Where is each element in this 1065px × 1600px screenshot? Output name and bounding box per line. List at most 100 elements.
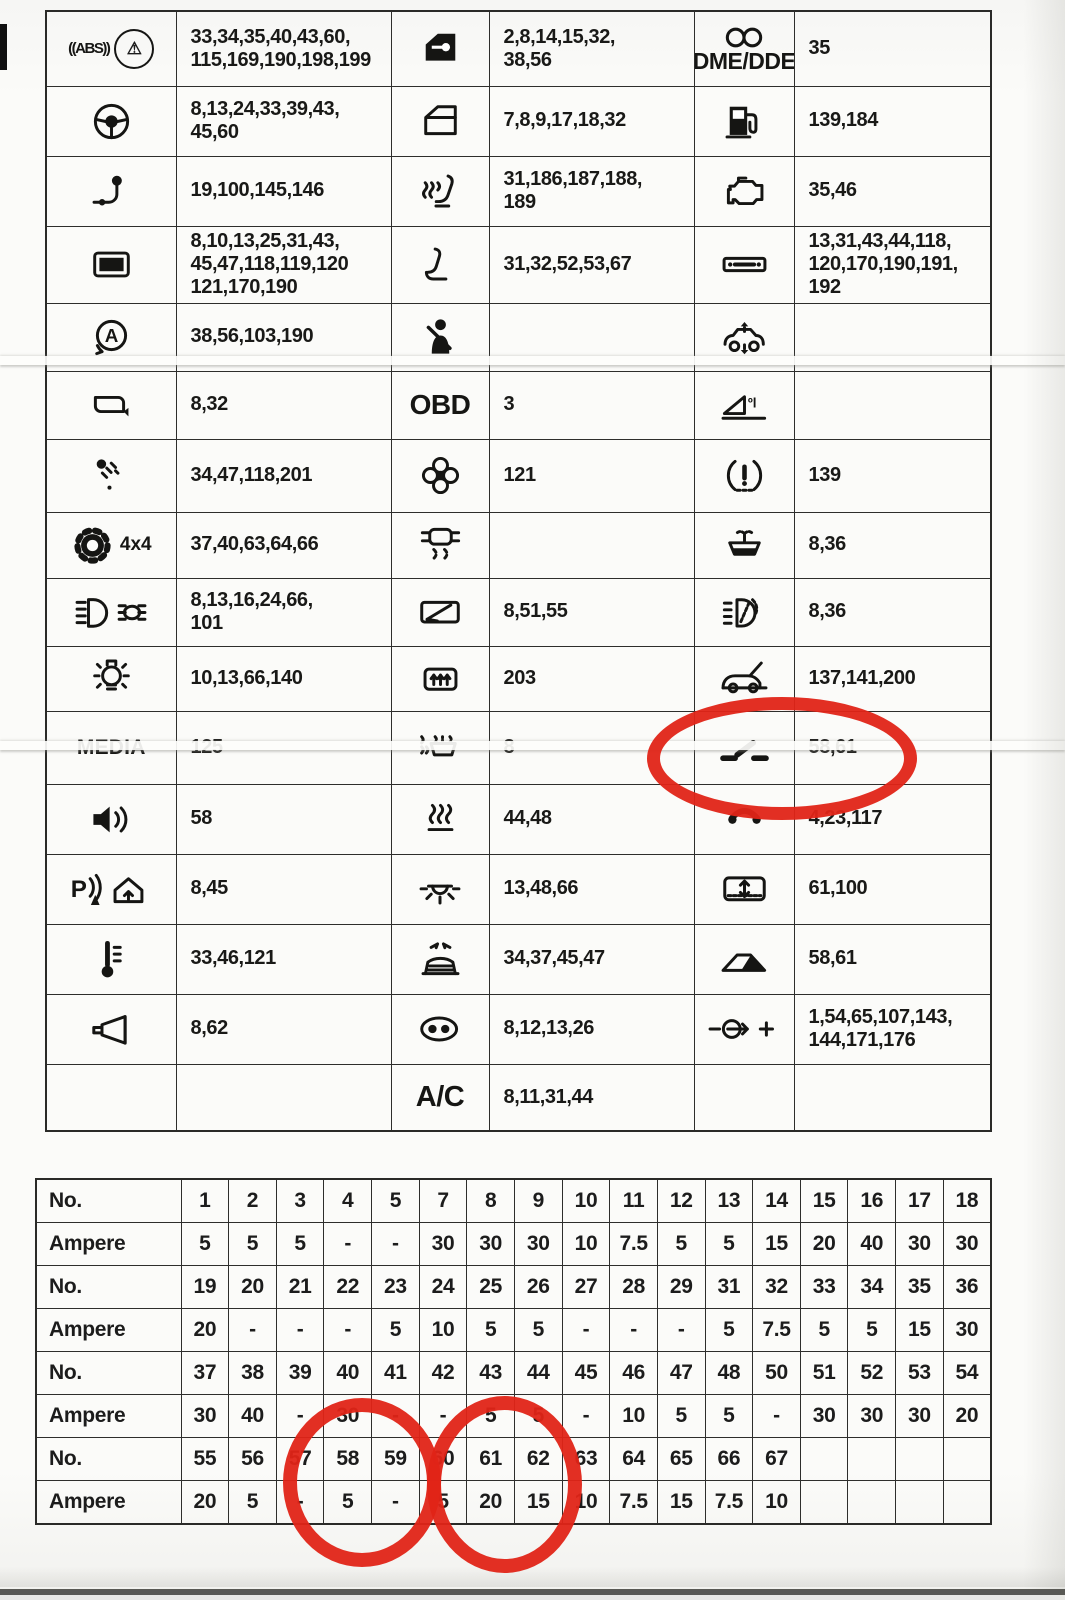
gear-4x4-icon bbox=[71, 524, 114, 567]
fuse-row-label: No. bbox=[35, 1178, 182, 1223]
fog-lamp-icon bbox=[415, 1010, 466, 1048]
convertible-top-icon bbox=[416, 938, 465, 981]
windshield-washer-icon-wrap bbox=[696, 522, 793, 569]
seatbelt-icon-wrap bbox=[393, 314, 488, 361]
fuse-ampere-cell: 30 bbox=[323, 1394, 373, 1438]
fuse-number-cell: 25 bbox=[466, 1265, 515, 1309]
seat-adjust-icon-wrap bbox=[393, 241, 488, 288]
sunroof-tilt-icon bbox=[719, 940, 770, 978]
fuse-ampere-cell: 30 bbox=[847, 1394, 897, 1438]
fuse-ampere-cell: 10 bbox=[752, 1480, 801, 1525]
fuse-ampere-cell: - bbox=[323, 1222, 373, 1266]
fuse-numbers-cell: 10,13,66,140 bbox=[175, 645, 392, 712]
light-bulb-icon bbox=[90, 657, 133, 700]
fuse-number-cell: 23 bbox=[371, 1265, 420, 1309]
fuse-number-cell: 27 bbox=[561, 1265, 611, 1309]
phone-icon-wrap bbox=[696, 798, 793, 840]
heated-seat-icon-wrap bbox=[393, 168, 488, 215]
fuse-numbers-cell: 4,23,117 bbox=[793, 783, 992, 855]
fog-lamp-cell bbox=[390, 993, 490, 1065]
battery-charge-icon bbox=[706, 1010, 782, 1048]
fuse-ampere-cell: 15 bbox=[656, 1480, 706, 1525]
fuse-number-cell: 41 bbox=[371, 1351, 420, 1395]
scan-edge-mark bbox=[0, 24, 7, 70]
fuse-ampere-cell: - bbox=[275, 1480, 325, 1525]
fuse-numbers-cell: 137,141,200 bbox=[793, 645, 992, 712]
fuse-numbers: 8,13,16,24,66, 101 bbox=[190, 588, 314, 634]
headlights-icon bbox=[73, 592, 149, 633]
horn-cell bbox=[45, 993, 177, 1065]
fuse-number-cell: 40 bbox=[323, 1351, 373, 1395]
fuel-pump-icon-wrap bbox=[696, 98, 793, 145]
fuse-numbers-cell: 8,11,31,44 bbox=[488, 1063, 695, 1132]
fuse-row-label: Ampere bbox=[35, 1222, 182, 1266]
display-screen-icon bbox=[90, 243, 133, 286]
fuse-number-cell: 20 bbox=[228, 1265, 277, 1309]
fuse-ampere-cell: - bbox=[323, 1308, 373, 1352]
fuse-numbers-cell: 37,40,63,64,66 bbox=[175, 511, 392, 579]
fuse-numbers-cell: 8,12,13,26 bbox=[488, 993, 695, 1065]
fuse-number-cell: 39 bbox=[275, 1351, 325, 1395]
horn-icon bbox=[87, 1009, 136, 1050]
fuse-number-cell: 2 bbox=[228, 1178, 277, 1223]
fuse-number-cell: 56 bbox=[228, 1437, 277, 1481]
door-lock-key-icon-wrap bbox=[393, 25, 488, 72]
fuse-numbers: 61,100 bbox=[808, 877, 868, 900]
fuse-ampere-cell: - bbox=[371, 1480, 420, 1525]
fuse-ampere-cell: 40 bbox=[847, 1222, 897, 1266]
fuse-ampere-cell: 5 bbox=[275, 1222, 325, 1266]
wiper-icon bbox=[417, 592, 463, 633]
dme-coil-icon bbox=[720, 25, 768, 50]
heater-icon-wrap bbox=[393, 796, 488, 843]
fuse-row-label: Ampere bbox=[35, 1308, 182, 1352]
fuse-ampere-cell bbox=[895, 1480, 944, 1525]
fuse-number-cell: 59 bbox=[371, 1437, 420, 1481]
fuse-ampere-cell: - bbox=[561, 1394, 611, 1438]
fuse-number-cell: 53 bbox=[895, 1351, 944, 1395]
fuse-number-cell: 19 bbox=[180, 1265, 230, 1309]
fuse-numbers: 4,23,117 bbox=[808, 807, 883, 830]
fuse-numbers: 8,36 bbox=[808, 533, 847, 556]
icon-text-label: OBD bbox=[409, 389, 471, 420]
label-icon-wrap bbox=[48, 1095, 175, 1099]
rear-defrost-icon-wrap bbox=[393, 655, 488, 702]
fuse-numbers: 2,8,14,15,32, 38,56 bbox=[503, 25, 616, 71]
fuse-numbers-cell: 19,100,145,146 bbox=[175, 155, 392, 227]
heated-seat-cell bbox=[390, 155, 490, 227]
fuse-numbers: 8,51,55 bbox=[503, 600, 568, 623]
auto-start-stop-icon-wrap: A bbox=[48, 314, 175, 361]
dme-coil-cell: DME/DDE bbox=[693, 10, 795, 87]
fuse-number-cell: 36 bbox=[942, 1265, 992, 1309]
rear-defrost-icon bbox=[419, 657, 462, 700]
fuse-ampere-cell: 30 bbox=[942, 1308, 992, 1352]
fuse-numbers: 13,31,43,44,118, 120,170,190,191, 192 bbox=[808, 229, 959, 299]
fuse-numbers-cell: 13,48,66 bbox=[488, 853, 695, 925]
wiper-icon-wrap bbox=[393, 590, 488, 635]
fuse-numbers: 35,46 bbox=[808, 179, 857, 202]
park-distance-garage-cell: P bbox=[45, 853, 177, 925]
fuse-numbers-cell bbox=[793, 1063, 992, 1132]
rear-defrost-cell bbox=[390, 645, 490, 712]
fuse-number-cell: 10 bbox=[561, 1178, 611, 1223]
radio-unit-icon-wrap bbox=[696, 242, 793, 287]
tire-pressure-icon-wrap bbox=[696, 452, 793, 499]
label-icon-wrap bbox=[696, 1095, 793, 1099]
fuse-numbers-cell: 3 bbox=[488, 370, 695, 440]
fuse-numbers: 33,34,35,40,43,60, 115,169,190,198,199 bbox=[190, 25, 372, 71]
fuse-numbers: 44,48 bbox=[503, 807, 552, 830]
OBD-cell: OBD bbox=[390, 370, 490, 440]
fuse-ampere-cell: 30 bbox=[180, 1394, 230, 1438]
door-window-cell bbox=[390, 85, 490, 157]
fuse-ampere-cell bbox=[847, 1480, 897, 1525]
rain-sensor-icon bbox=[90, 454, 133, 497]
rain-sensor-icon-wrap bbox=[48, 452, 175, 499]
fuse-number-cell: 48 bbox=[704, 1351, 754, 1395]
fuse-numbers: 34,47,118,201 bbox=[190, 463, 313, 486]
fuse-ampere-cell: 30 bbox=[895, 1394, 944, 1438]
sunroof-slide-icon bbox=[720, 869, 769, 910]
fuse-ampere-cell: 7.5 bbox=[609, 1222, 658, 1266]
empty-cell bbox=[45, 1063, 177, 1132]
fuse-numbers-cell: 58,61 bbox=[793, 923, 992, 995]
fuse-ampere-cell: 30 bbox=[466, 1222, 515, 1266]
radio-unit-cell bbox=[693, 225, 795, 304]
